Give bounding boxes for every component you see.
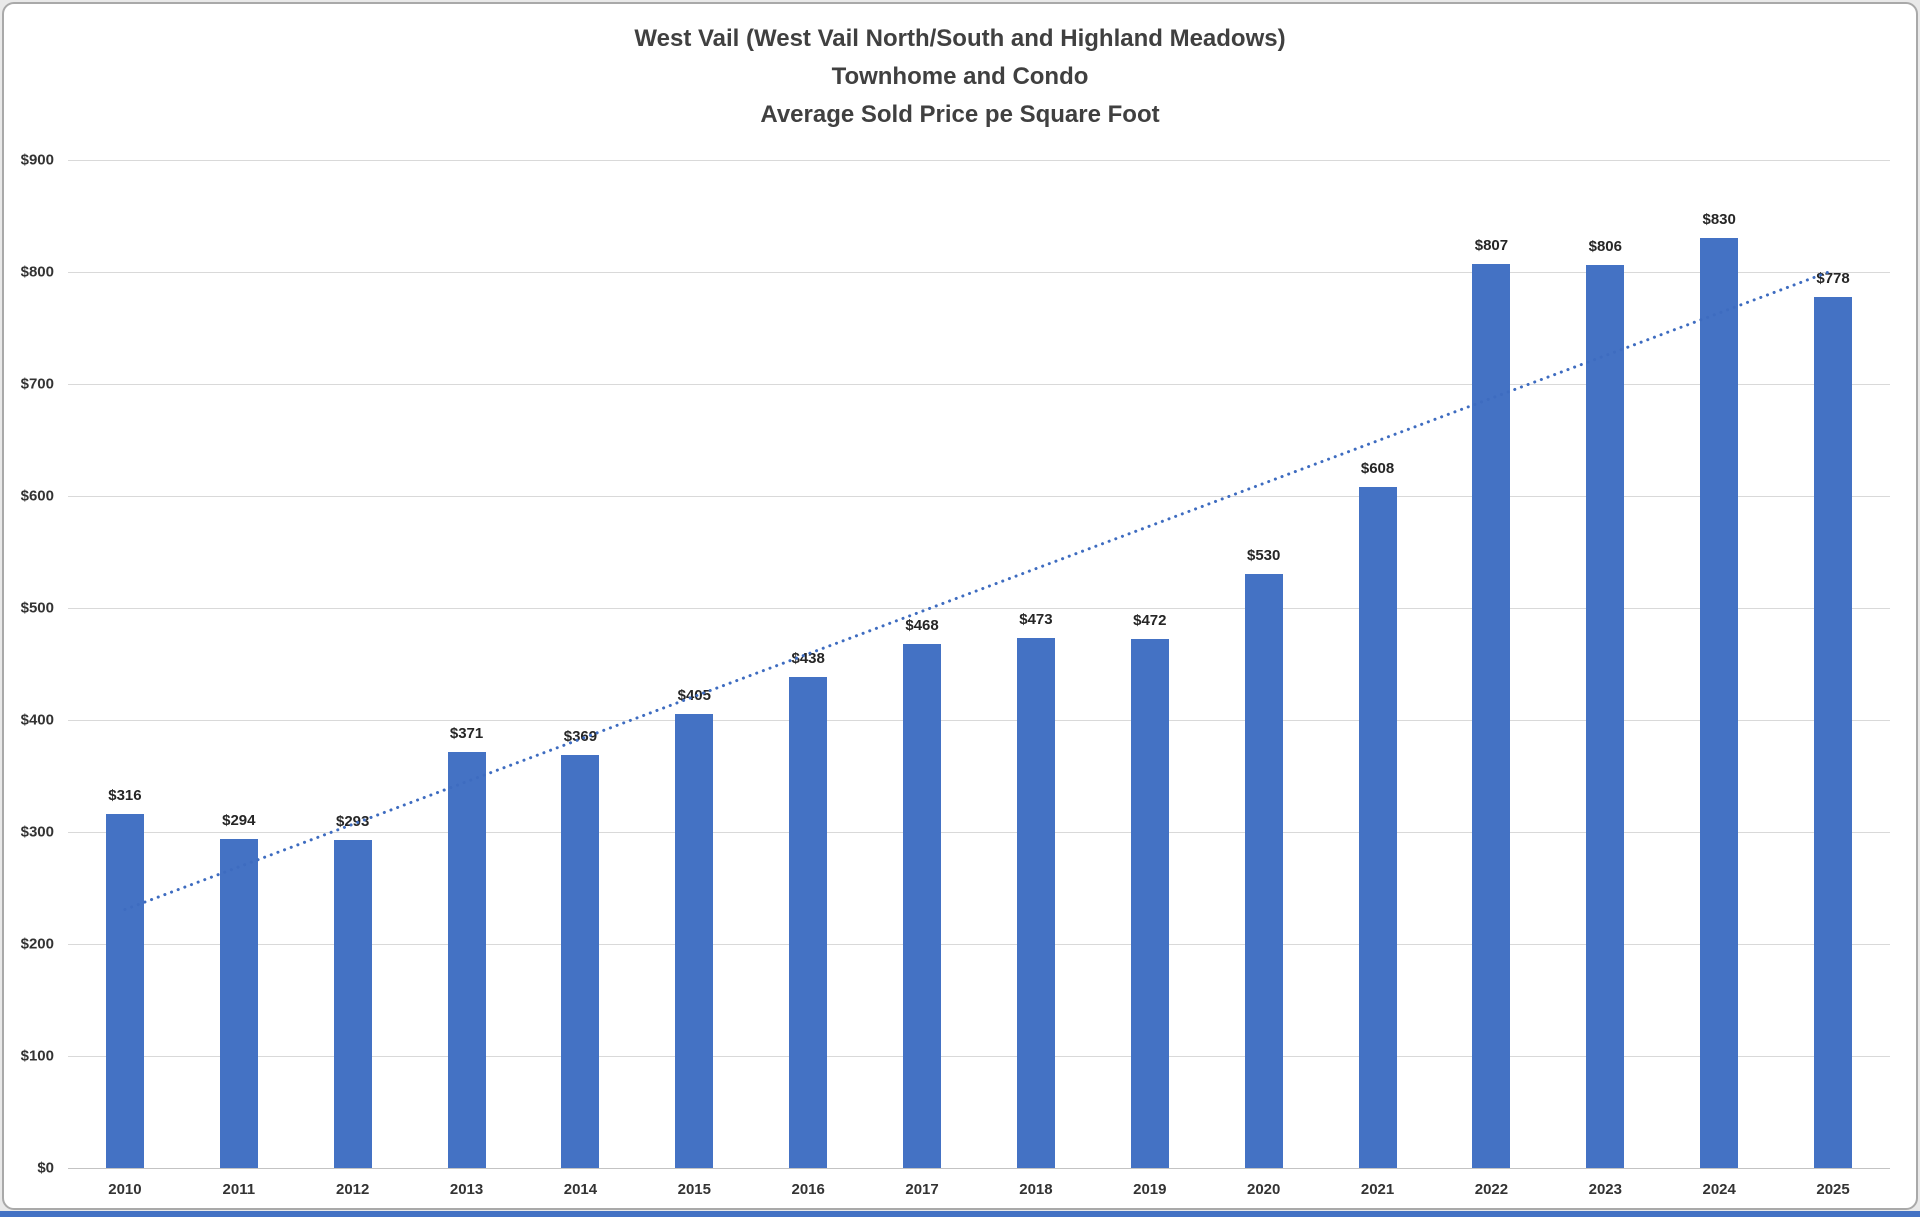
x-axis-label-2012: 2012 — [336, 1181, 370, 1198]
bar-2015 — [675, 714, 714, 1168]
x-axis-label-2015: 2015 — [677, 1181, 711, 1198]
bar-2022 — [1472, 264, 1511, 1168]
bar-2023 — [1586, 265, 1625, 1168]
x-axis-label-2022: 2022 — [1474, 1181, 1509, 1198]
chart-title: West Vail (West Vail North/South and Hig… — [4, 20, 1916, 134]
x-axis-label-2014: 2014 — [563, 1181, 598, 1198]
y-axis-tick-label: $500 — [20, 599, 54, 617]
bar-data-label: $473 — [1019, 611, 1053, 629]
x-axis-line — [68, 1168, 1890, 1169]
bar-2010 — [105, 814, 144, 1168]
bar-2019 — [1130, 639, 1169, 1168]
y-axis-tick-label: $200 — [20, 935, 54, 953]
bar-data-label: $472 — [1133, 612, 1167, 630]
y-axis-tick-label: $100 — [20, 1047, 54, 1065]
y-axis-tick-label: $300 — [20, 823, 54, 841]
x-axis-label-2013: 2013 — [449, 1181, 484, 1198]
plot-area: $0 $100 $200 $300 $400 $500 $600 $700 $800 $900 $3… — [21, 152, 1890, 1198]
bar-data-label: $608 — [1360, 460, 1395, 478]
y-axis-tick-label: $900 — [20, 151, 54, 169]
x-axis-label-2021: 2021 — [1360, 1181, 1395, 1198]
bottom-edge-strip — [0, 1211, 1920, 1217]
bar-data-label: $530 — [1247, 547, 1281, 565]
x-axis-label-2017: 2017 — [905, 1181, 939, 1198]
bar-data-label: $438 — [791, 650, 825, 668]
y-axis-tick-label: $0 — [37, 1159, 54, 1177]
x-axis-label-2010: 2010 — [108, 1181, 142, 1198]
gridline — [68, 944, 1890, 945]
y-axis-tick-label: $700 — [20, 375, 54, 393]
bar-data-label: $830 — [1702, 211, 1736, 229]
x-axis-label-2016: 2016 — [791, 1181, 825, 1198]
bar-2024 — [1700, 238, 1739, 1168]
gridline — [68, 1056, 1890, 1057]
bar-2012 — [333, 839, 372, 1168]
bar-data-label: $807 — [1474, 237, 1509, 255]
bar-2017 — [903, 643, 942, 1168]
y-axis-tick-label: $400 — [20, 711, 54, 729]
x-axis-label-2023: 2023 — [1588, 1181, 1622, 1198]
chart-title-line-1: West Vail (West Vail North/South and Hig… — [634, 25, 1286, 52]
x-axis-label-2020: 2020 — [1247, 1181, 1281, 1198]
bar-data-label: $316 — [108, 787, 142, 805]
bar-data-label: $806 — [1588, 238, 1622, 256]
bar-2018 — [1016, 638, 1055, 1168]
x-axis-label-2024: 2024 — [1702, 1181, 1736, 1198]
x-axis-label-2025: 2025 — [1816, 1181, 1850, 1198]
bar-data-label: $294 — [222, 811, 256, 829]
gridline — [68, 160, 1890, 161]
bar-2021 — [1358, 487, 1397, 1168]
bar-2020 — [1244, 574, 1283, 1168]
x-axis-label-2011: 2011 — [222, 1181, 256, 1198]
bar-data-label: $369 — [563, 727, 598, 745]
bar-2025 — [1814, 296, 1853, 1168]
y-axis-tick-label: $800 — [20, 263, 54, 281]
bar-2013 — [447, 752, 486, 1168]
bar-data-label: $468 — [905, 616, 939, 634]
bar-data-label: $293 — [336, 812, 370, 830]
x-axis-label-2018: 2018 — [1019, 1181, 1053, 1198]
y-axis-tick-label: $600 — [20, 487, 54, 505]
chart-title-line-3: Average Sold Price pe Square Foot — [760, 101, 1160, 128]
bar-2014 — [561, 754, 600, 1168]
bar-data-label: $405 — [677, 687, 711, 705]
chart-title-line-2: Townhome and Condo — [831, 63, 1089, 90]
x-axis-label-2019: 2019 — [1133, 1181, 1167, 1198]
bar-2016 — [789, 677, 828, 1168]
bar-data-label: $371 — [449, 725, 484, 743]
bar-2011 — [219, 838, 258, 1168]
bar-data-label: $778 — [1816, 269, 1850, 287]
